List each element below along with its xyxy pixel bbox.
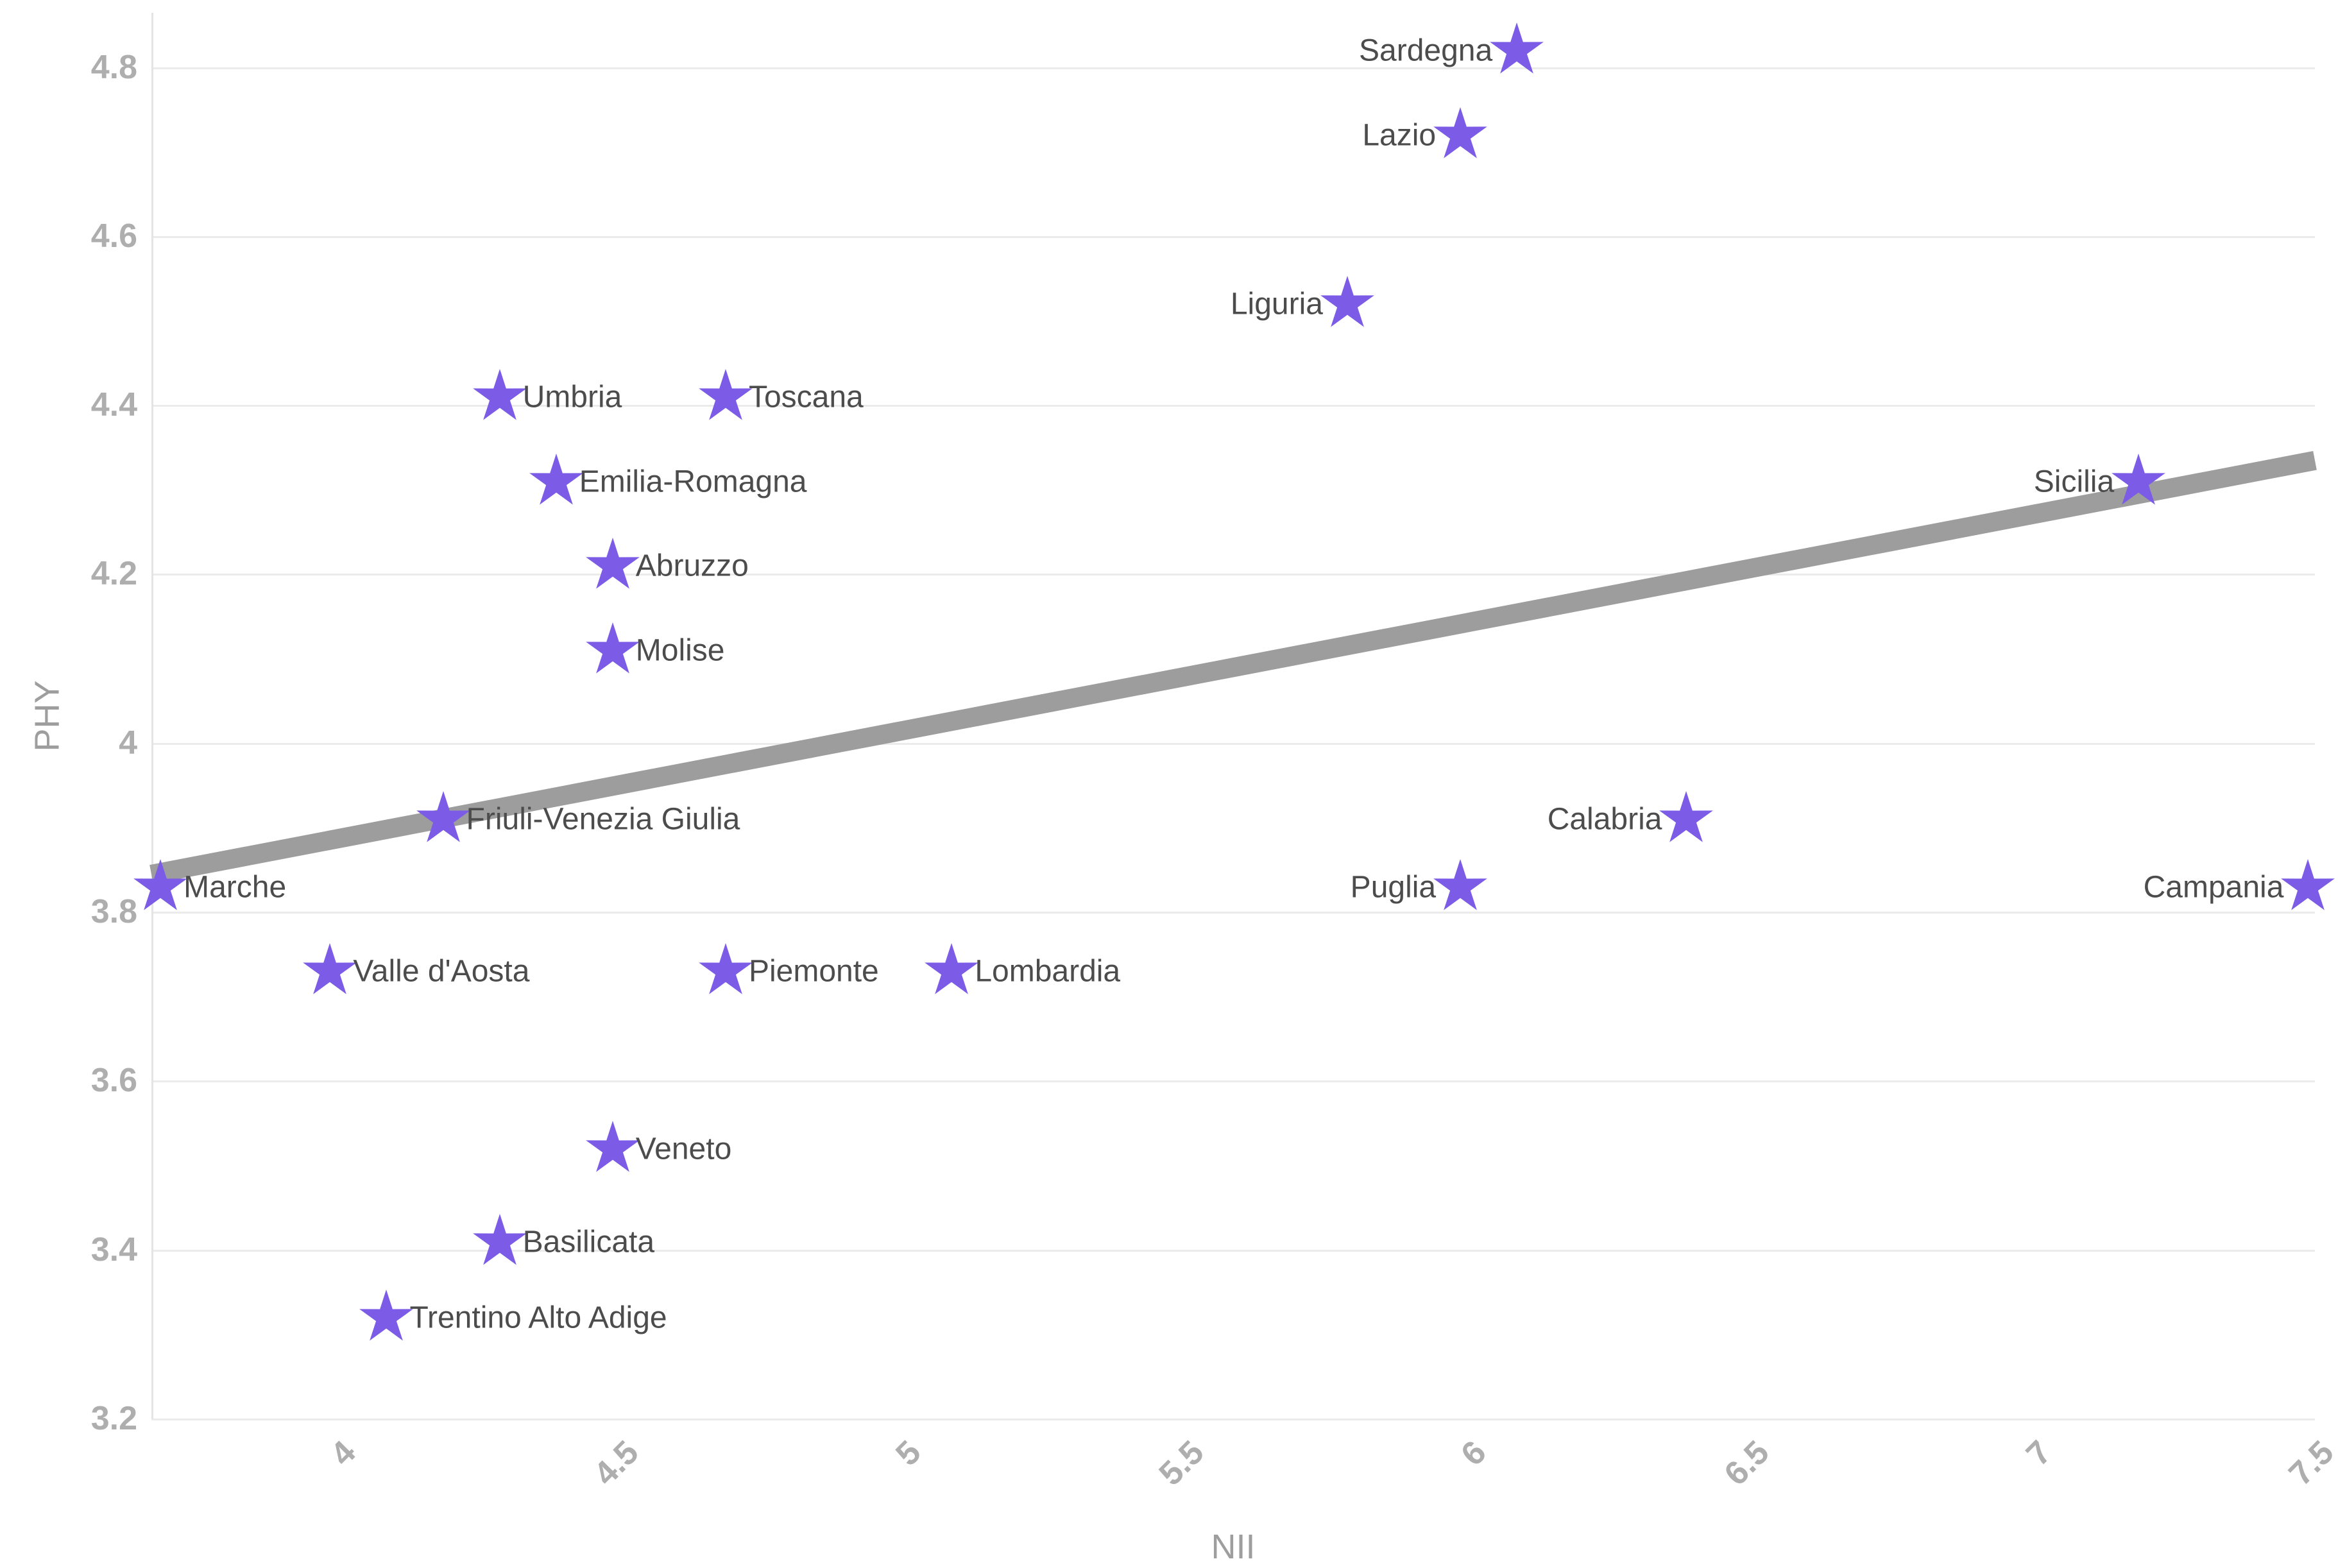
data-point-star[interactable]	[528, 453, 584, 510]
star-icon	[416, 791, 470, 842]
star-icon	[472, 369, 527, 420]
y-gridline	[151, 405, 2315, 407]
y-axis-line	[151, 13, 153, 1419]
data-point-label: Campania	[2143, 870, 2284, 905]
data-point-label: Abruzzo	[635, 549, 749, 583]
data-point-label: Liguria	[1230, 287, 1323, 321]
trend-line	[149, 451, 2317, 884]
y-gridline	[151, 235, 2315, 238]
data-point-star[interactable]	[1489, 22, 1545, 79]
data-point-label: Basilicata	[522, 1225, 655, 1259]
y-tick-label: 4.4	[90, 386, 137, 423]
star-icon	[2112, 453, 2166, 505]
data-point-label: Umbria	[522, 380, 622, 414]
star-icon	[133, 858, 187, 910]
data-point-label: Toscana	[748, 380, 864, 414]
y-gridline	[151, 742, 2315, 745]
x-axis-title: NII	[1211, 1528, 1256, 1566]
y-tick-label: 3.2	[90, 1399, 137, 1437]
data-point-label: Veneto	[635, 1132, 732, 1166]
data-point-star[interactable]	[584, 538, 641, 594]
y-axis-title: PHY	[28, 680, 67, 752]
y-tick-label: 4.8	[90, 48, 137, 86]
data-point-label: Marche	[183, 870, 287, 905]
star-icon	[1433, 858, 1487, 910]
data-point-label: Sardegna	[1359, 33, 1493, 68]
data-point-star[interactable]	[1432, 107, 1489, 164]
data-point-star[interactable]	[1432, 858, 1489, 916]
star-icon	[1433, 107, 1487, 158]
star-icon	[472, 1213, 527, 1265]
data-point-star[interactable]	[1658, 791, 1714, 848]
data-point-star[interactable]	[584, 1120, 641, 1177]
data-point-label: Molise	[635, 633, 725, 668]
data-point-star[interactable]	[584, 622, 641, 679]
data-point-star[interactable]	[2110, 453, 2167, 510]
star-icon	[529, 453, 583, 505]
y-gridline	[151, 1419, 2315, 1420]
data-point-label: Sicilia	[2033, 464, 2115, 499]
y-tick-label: 3.4	[90, 1231, 137, 1268]
star-icon	[585, 1120, 640, 1172]
y-gridline	[151, 67, 2315, 69]
data-point-star[interactable]	[132, 858, 189, 916]
star-icon	[1659, 791, 1714, 842]
star-icon	[585, 538, 640, 589]
data-point-label: Emilia-Romagna	[579, 464, 807, 499]
data-point-star[interactable]	[472, 369, 528, 425]
data-point-label: Friuli-Venezia Giulia	[466, 802, 740, 837]
y-tick-label: 4.6	[90, 217, 137, 255]
star-icon	[925, 943, 979, 994]
y-tick-label: 3.8	[90, 892, 137, 930]
y-tick-label: 4.2	[90, 555, 137, 593]
data-point-label: Lombardia	[975, 954, 1121, 989]
y-gridline	[151, 912, 2315, 914]
data-point-star[interactable]	[302, 943, 358, 1000]
star-icon	[1320, 276, 1374, 327]
data-point-label: Calabria	[1547, 802, 1662, 837]
data-point-label: Trentino Alto Adige	[409, 1300, 667, 1335]
data-point-label: Lazio	[1362, 118, 1437, 153]
y-gridline	[151, 1080, 2315, 1083]
data-point-label: Valle d'Aosta	[353, 954, 530, 989]
data-point-star[interactable]	[697, 369, 754, 425]
data-point-star[interactable]	[2280, 858, 2336, 916]
data-point-label: Puglia	[1350, 870, 1437, 905]
data-point-label: Piemonte	[748, 954, 879, 989]
star-icon	[699, 369, 753, 420]
data-point-star[interactable]	[697, 943, 754, 1000]
y-gridline	[151, 574, 2315, 576]
data-point-star[interactable]	[923, 943, 980, 1000]
star-icon	[303, 943, 357, 994]
y-gridline	[151, 1249, 2315, 1252]
data-point-star[interactable]	[472, 1213, 528, 1270]
star-icon	[2281, 858, 2335, 910]
star-icon	[699, 943, 753, 994]
data-point-star[interactable]	[1319, 276, 1376, 332]
data-point-star[interactable]	[415, 791, 472, 848]
y-tick-label: 3.6	[90, 1062, 137, 1100]
data-point-star[interactable]	[358, 1290, 414, 1346]
y-tick-label: 4	[119, 724, 137, 762]
star-icon	[585, 622, 640, 674]
star-icon	[359, 1290, 414, 1341]
star-icon	[1490, 22, 1544, 74]
